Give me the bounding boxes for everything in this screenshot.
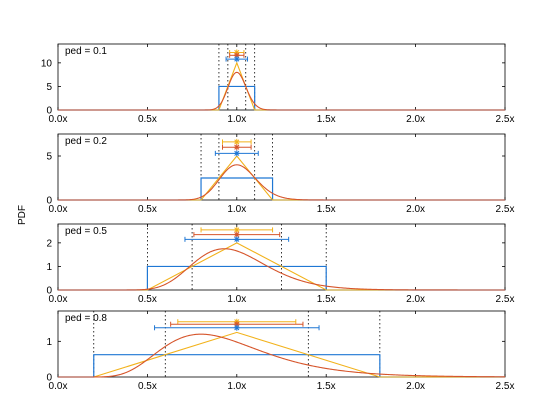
y-tick-label: 10 bbox=[41, 58, 53, 69]
x-tick-label: 1.5x bbox=[317, 294, 336, 305]
x-tick-label: 1.5x bbox=[317, 114, 336, 125]
lognormal-errorbar bbox=[221, 144, 252, 151]
lognormal-pdf-line bbox=[58, 333, 506, 378]
y-tick-label: 0 bbox=[46, 286, 52, 297]
x-tick-label: 0.0x bbox=[49, 204, 68, 215]
y-tick-label: 1 bbox=[46, 337, 52, 348]
y-tick-label: 5 bbox=[46, 152, 52, 163]
uniform-pdf-line bbox=[58, 265, 505, 291]
panel-label: ped = 0.2 bbox=[65, 136, 107, 147]
lognormal-errorbar bbox=[229, 52, 245, 59]
y-tick-label: 0 bbox=[46, 196, 52, 207]
triangular-pdf-line bbox=[58, 155, 505, 201]
x-tick-label: 1.0x bbox=[227, 294, 246, 305]
lognormal-errorbar bbox=[170, 321, 304, 328]
panel-label: ped = 0.5 bbox=[65, 226, 107, 237]
errorbar-center-marker bbox=[233, 56, 240, 63]
errorbar-center-marker bbox=[233, 324, 240, 331]
errorbar-center-marker bbox=[233, 321, 240, 328]
panel-1: 0.0x 0.5x 1.0x 1.5x 2.0x 2.5x 0 5 10 ped = 0.1 bbox=[41, 43, 515, 125]
x-tick-label: 1.0x bbox=[227, 204, 246, 215]
x-tick-label: 0.0x bbox=[49, 114, 68, 125]
errorbar-center-marker bbox=[233, 231, 240, 238]
lognormal-errorbar bbox=[193, 231, 281, 238]
plot-frame bbox=[57, 310, 506, 378]
uniform-pdf-line bbox=[58, 85, 505, 111]
plot-frame bbox=[57, 133, 506, 201]
y-tick-label: 0 bbox=[46, 106, 52, 117]
errorbar-center-marker bbox=[233, 52, 240, 59]
panel-label: ped = 0.8 bbox=[65, 313, 107, 324]
errorbar-center-marker bbox=[233, 226, 240, 233]
x-tick-label: 0.0x bbox=[49, 381, 68, 392]
uniform-errorbar bbox=[214, 150, 259, 157]
errorbar-center-marker bbox=[233, 236, 240, 243]
panel-3: 0.0x 0.5x 1.0x 1.5x 2.0x 2.5x 0 1 2 ped = 0.5 bbox=[46, 223, 515, 305]
x-tick-label: 2.0x bbox=[406, 114, 425, 125]
uniform-errorbar bbox=[184, 236, 290, 243]
y-tick-label: 5 bbox=[46, 82, 52, 93]
triangular-pdf-line bbox=[58, 61, 505, 111]
x-tick-label: 2.5x bbox=[496, 294, 515, 305]
y-tick-label: 2 bbox=[46, 238, 52, 249]
x-tick-label: 1.0x bbox=[227, 114, 246, 125]
x-tick-label: 1.5x bbox=[317, 204, 336, 215]
triangular-errorbar bbox=[221, 138, 252, 145]
plot-frame bbox=[57, 43, 506, 111]
x-tick-label: 1.5x bbox=[317, 381, 336, 392]
x-tick-label: 2.0x bbox=[406, 381, 425, 392]
errorbar-center-marker bbox=[233, 138, 240, 145]
y-tick-label: 1 bbox=[46, 262, 52, 273]
lognormal-pdf-line bbox=[58, 248, 505, 291]
panel-4: 0.0x 0.5x 1.0x 1.5x 2.0x 2.5x 0 1 ped = 0.8 bbox=[46, 310, 515, 392]
y-tick-label: 0 bbox=[46, 373, 52, 384]
triangular-errorbar bbox=[200, 226, 274, 233]
x-tick-label: 2.0x bbox=[406, 294, 425, 305]
x-tick-label: 0.5x bbox=[138, 204, 157, 215]
triangular-pdf-line bbox=[58, 242, 505, 291]
lognormal-pdf-line bbox=[58, 71, 505, 111]
x-tick-label: 2.5x bbox=[496, 381, 515, 392]
uniform-errorbar bbox=[225, 56, 249, 63]
errorbar-center-marker bbox=[233, 150, 240, 157]
x-tick-label: 2.5x bbox=[496, 114, 515, 125]
x-tick-label: 0.5x bbox=[138, 114, 157, 125]
x-tick-label: 0.0x bbox=[49, 294, 68, 305]
panel-2: 0.0x 0.5x 1.0x 1.5x 2.0x 2.5x 0 5 ped = 0.2 bbox=[46, 133, 515, 215]
uniform-errorbar bbox=[154, 324, 320, 331]
errorbar-center-marker bbox=[233, 144, 240, 151]
x-tick-label: 1.0x bbox=[227, 381, 246, 392]
x-tick-label: 0.5x bbox=[138, 381, 157, 392]
x-tick-label: 0.5x bbox=[138, 294, 157, 305]
x-tick-label: 2.5x bbox=[496, 204, 515, 215]
lognormal-pdf-line bbox=[58, 164, 505, 201]
x-tick-label: 2.0x bbox=[406, 204, 425, 215]
panel-label: ped = 0.1 bbox=[65, 46, 107, 57]
y-axis-label: PDF bbox=[17, 205, 28, 225]
